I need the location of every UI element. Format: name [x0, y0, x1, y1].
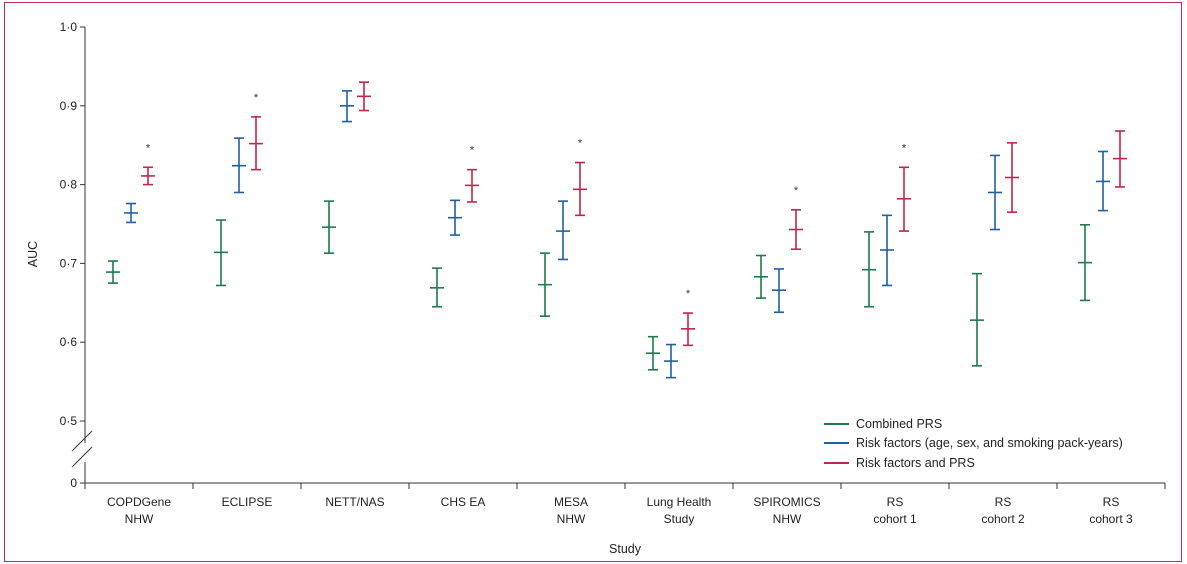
y-tick-label: 0 — [70, 476, 77, 490]
y-tick-label: 0·9 — [60, 99, 78, 113]
error-bar — [538, 252, 552, 317]
significance-marker: * — [902, 142, 907, 154]
legend-label: Combined PRS — [856, 417, 942, 431]
x-tick-label: MESA NHW — [554, 495, 588, 526]
x-tick-label: NETT/NAS — [325, 495, 384, 509]
error-bar — [862, 231, 876, 308]
x-tick-label: SPIROMICS NHW — [753, 495, 820, 526]
x-axis-label: Study — [609, 542, 642, 556]
error-bar — [430, 267, 444, 308]
legend-item: Risk factors (age, sex, and smoking pack… — [824, 436, 1123, 450]
significance-marker: * — [254, 92, 259, 104]
error-bar — [646, 335, 660, 371]
error-bar — [1113, 130, 1127, 188]
error-bar — [1096, 150, 1110, 212]
error-bar — [322, 200, 336, 254]
legend: Combined PRS Risk factors (age, sex, and … — [824, 417, 1123, 470]
error-bar — [1005, 142, 1019, 213]
error-bar — [880, 214, 894, 287]
error-bar — [664, 343, 678, 379]
error-bar — [448, 199, 462, 236]
x-tick-label: COPDGene NHW — [107, 495, 171, 526]
significance-marker: * — [470, 145, 475, 157]
error-bar — [681, 312, 695, 347]
error-bar — [573, 161, 587, 217]
legend-item: Risk factors and PRS — [824, 456, 975, 470]
y-tick-label: 0·8 — [60, 178, 78, 192]
error-bar — [988, 154, 1002, 231]
legend-label: Risk factors (age, sex, and smoking pack… — [856, 436, 1123, 450]
significance-marker: * — [794, 185, 799, 197]
x-tick-label: ECLIPSE — [222, 495, 273, 509]
error-bar — [754, 254, 768, 299]
error-bar — [465, 168, 479, 203]
x-tick-label: RS cohort 2 — [981, 495, 1025, 526]
y-tick-label: 0·5 — [60, 414, 78, 428]
chart-marks: * * * * * * * — [106, 81, 1127, 379]
error-bar — [214, 219, 228, 287]
x-tick-label: RS cohort 3 — [1089, 495, 1133, 526]
error-bar — [772, 268, 786, 314]
error-bar — [970, 272, 984, 367]
error-bar — [1078, 223, 1092, 302]
error-bar — [124, 202, 138, 224]
x-tick-label: CHS EA — [441, 495, 486, 509]
figure-frame — [4, 2, 1182, 562]
error-bar — [556, 200, 570, 261]
y-axis-label: AUC — [26, 241, 40, 267]
y-tick-label: 0·7 — [60, 256, 78, 270]
axis-break-mark — [71, 430, 93, 452]
y-tick-label: 1·0 — [60, 20, 78, 34]
legend-label: Risk factors and PRS — [856, 456, 975, 470]
error-bar — [141, 166, 155, 186]
error-bar — [357, 81, 371, 112]
y-tick-label: 0·6 — [60, 335, 78, 349]
axis-break-mark — [71, 446, 93, 468]
error-bar — [340, 90, 354, 123]
x-tick-label: RS cohort 1 — [873, 495, 917, 526]
significance-marker: * — [578, 138, 583, 150]
error-bar — [789, 209, 803, 251]
x-tick-label: Lung Health Study — [647, 495, 712, 526]
error-bar — [897, 166, 911, 232]
legend-item: Combined PRS — [824, 417, 942, 431]
axes: 0·5 0·6 0·7 0·8 0·9 1·0 0 COPDGene NHW ECLIPSE NET… — [60, 20, 1166, 526]
significance-marker: * — [146, 142, 151, 154]
significance-marker: * — [686, 288, 691, 300]
error-bar — [249, 116, 263, 171]
error-bar — [232, 137, 246, 194]
error-bar — [106, 260, 120, 284]
